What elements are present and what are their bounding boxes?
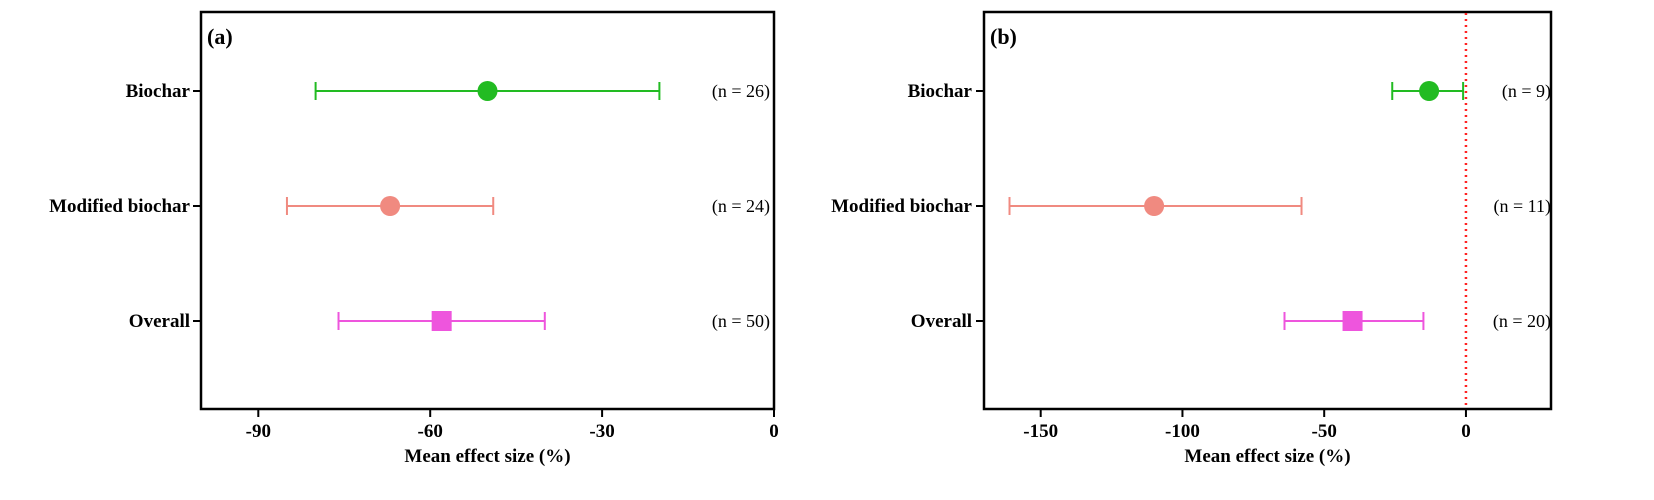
n-count-label: (n = 50) xyxy=(712,311,770,332)
category-label: Modified biochar xyxy=(49,196,190,217)
mean-marker-circle xyxy=(1419,81,1440,101)
category-label: Biochar xyxy=(908,81,973,102)
plot-frame xyxy=(199,10,776,411)
x-tick-label: -100 xyxy=(1165,421,1200,442)
x-tick-label: -30 xyxy=(589,421,614,442)
n-count-label: (n = 26) xyxy=(712,81,770,102)
x-axis-title: Mean effect size (%) xyxy=(1184,446,1350,467)
category-label: Biochar xyxy=(126,81,191,102)
mean-marker-square xyxy=(1342,311,1363,331)
n-count-label: (n = 24) xyxy=(712,196,770,217)
panel-label: (a) xyxy=(207,24,233,49)
mean-marker-circle xyxy=(380,196,401,216)
x-axis-title: Mean effect size (%) xyxy=(404,446,570,467)
n-count-label: (n = 20) xyxy=(1493,311,1551,332)
panel-a: (a) -90 -60 -30 0 Mean effect size (%) Biochar… xyxy=(49,10,779,467)
panel-b: (b) -150 -100 -50 0 Mean effect size (%) Bioch… xyxy=(831,10,1553,467)
mean-marker-circle xyxy=(477,81,498,101)
category-label: Overall xyxy=(129,311,190,332)
panel-label: (b) xyxy=(990,24,1017,49)
x-tick-label: 0 xyxy=(769,421,779,442)
n-count-label: (n = 9) xyxy=(1502,81,1551,102)
category-label: Modified biochar xyxy=(831,196,972,217)
x-tick-label: -50 xyxy=(1312,421,1337,442)
plot-frame xyxy=(982,10,1553,411)
x-tick-label: -90 xyxy=(246,421,271,442)
mean-marker-square xyxy=(431,311,452,331)
category-label: Overall xyxy=(911,311,972,332)
x-tick-label: 0 xyxy=(1461,421,1471,442)
x-tick-label: -150 xyxy=(1023,421,1058,442)
mean-marker-circle xyxy=(1144,196,1165,216)
x-tick-label: -60 xyxy=(418,421,443,442)
n-count-label: (n = 11) xyxy=(1494,196,1551,217)
